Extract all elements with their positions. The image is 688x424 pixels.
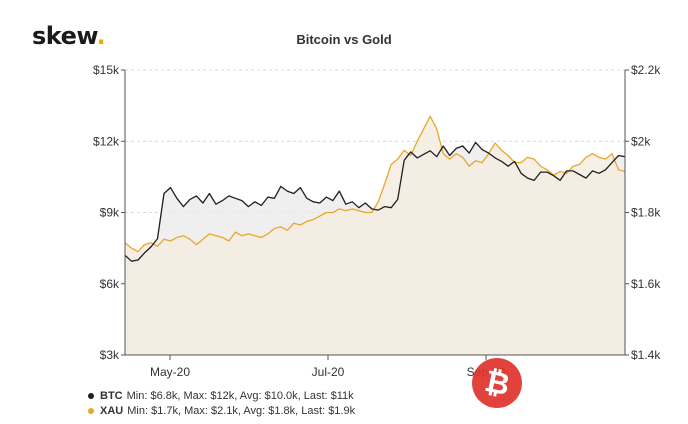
left-tick-label: $9k <box>100 206 120 220</box>
legend-xau-stats: Min: $1.7k, Max: $2.1k, Avg: $1.8k, Last… <box>127 405 356 417</box>
right-tick-label: $2.2k <box>631 63 661 77</box>
series-line-btc <box>124 141 626 262</box>
x-tick-label: May-20 <box>150 365 190 379</box>
legend-xau-bullet <box>88 408 94 415</box>
right-tick-label: $1.6k <box>631 277 661 291</box>
series-line-xau <box>124 115 626 253</box>
left-tick-label: $15k <box>93 63 120 77</box>
chart-title: Bitcoin vs Gold <box>296 32 392 47</box>
legend-btc-stats: Min: $6.8k, Max: $12k, Avg: $10.0k, Last… <box>126 390 354 402</box>
legend-btc: BTC Min: $6.8k, Max: $12k, Avg: $10.0k, L… <box>88 390 354 402</box>
bitcoin-watermark-icon: ₿ <box>472 358 522 408</box>
left-tick-label: $6k <box>100 277 120 291</box>
right-tick-label: $2k <box>631 134 651 148</box>
left-tick-label: $12k <box>93 134 120 148</box>
right-tick-label: $1.4k <box>631 348 661 362</box>
legend-xau: XAU Min: $1.7k, Max: $2.1k, Avg: $1.8k, L… <box>88 405 355 417</box>
legend-btc-bullet <box>88 393 94 400</box>
legend-xau-name: XAU <box>100 405 124 417</box>
right-tick-label: $1.8k <box>631 206 661 220</box>
area-xau <box>125 116 625 355</box>
left-tick-label: $3k <box>100 348 120 362</box>
legend-btc-name: BTC <box>100 390 123 402</box>
brand-logo: skew. <box>32 22 106 50</box>
x-tick-label: Jul-20 <box>312 365 345 379</box>
